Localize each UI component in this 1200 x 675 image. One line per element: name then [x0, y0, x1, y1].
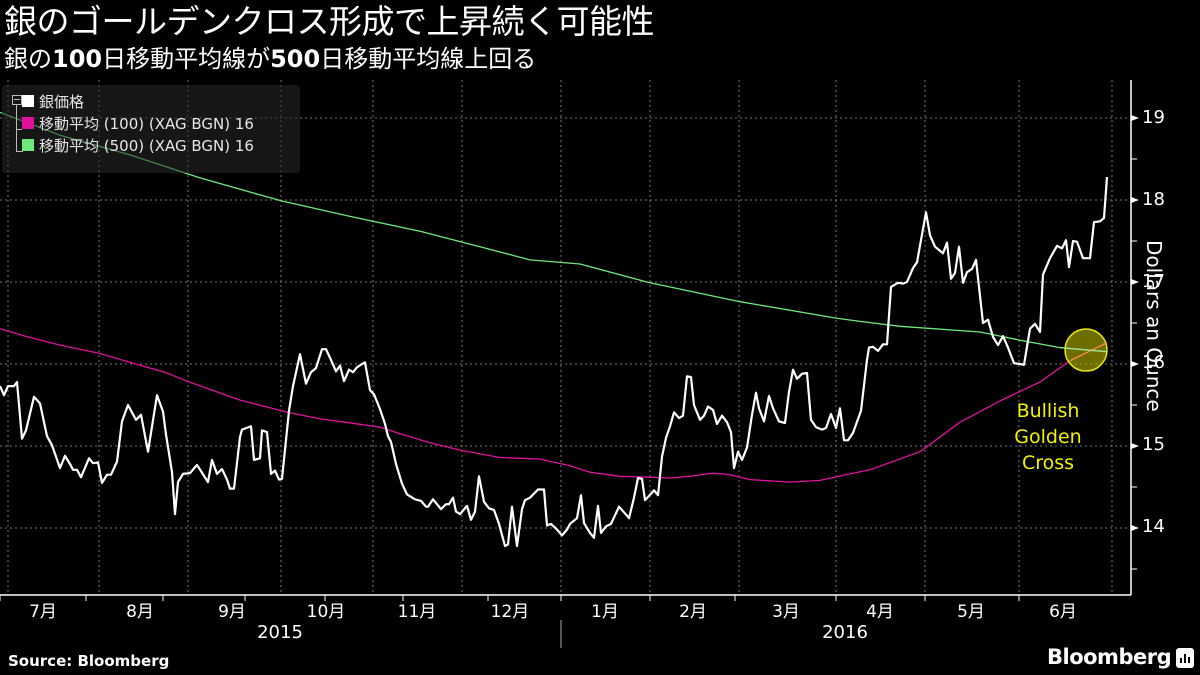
- legend-swatch-white: [22, 95, 34, 107]
- x-year-label: 2015: [257, 622, 303, 643]
- y-tick-label: 16: [1142, 352, 1165, 373]
- x-tick-label: 11月: [397, 602, 437, 622]
- subtitle-number: 500: [270, 45, 321, 73]
- annotation-line: Cross: [1021, 452, 1075, 474]
- y-tick-label: 17: [1142, 271, 1165, 292]
- ma500-line: [0, 111, 1108, 353]
- legend: 銀価格 移動平均 (100) (XAG BGN) 16 移動平均 (500) (…: [2, 85, 300, 173]
- legend-item-silver-price[interactable]: 銀価格: [22, 90, 84, 112]
- chart-title: 銀のゴールデンクロス形成で上昇続く可能性: [4, 2, 655, 41]
- legend-label: 移動平均 (100) (XAG BGN) 16: [39, 114, 254, 133]
- x-tick-label: 6月: [1049, 602, 1077, 622]
- x-tick-label: 8月: [126, 602, 154, 622]
- legend-label: 銀価格: [39, 92, 85, 111]
- ma-line-overlay: [1059, 346, 1108, 353]
- x-tick-label: 10月: [306, 602, 346, 622]
- axes: [0, 80, 1139, 648]
- annotation-line: Golden: [1014, 426, 1082, 448]
- x-tick-label: 2月: [679, 602, 707, 622]
- annotation-line: Bullish: [1016, 400, 1080, 422]
- y-major-tick: [1131, 443, 1139, 449]
- y-tick-label: 19: [1142, 107, 1165, 128]
- tree-branch-line: [16, 105, 23, 152]
- series-lines: [0, 111, 1109, 548]
- y-axis-label: Dollars an Ounce: [1142, 240, 1166, 412]
- ma-line-overlay: [1069, 342, 1108, 362]
- source-note: Source: Bloomberg: [8, 652, 170, 670]
- x-tick-label: 1月: [591, 602, 619, 622]
- x-tick-label: 9月: [218, 602, 246, 622]
- y-major-tick: [1131, 197, 1139, 203]
- legend-label: 移動平均 (500) (XAG BGN) 16: [39, 136, 254, 155]
- y-tick-label: 18: [1142, 189, 1165, 210]
- legend-swatch-green: [22, 139, 34, 151]
- y-major-tick: [1131, 115, 1139, 121]
- bloomberg-chart-icon: [1176, 648, 1194, 668]
- subtitle-text: 日移動平均線が: [102, 45, 271, 73]
- legend-item-ma100[interactable]: 移動平均 (100) (XAG BGN) 16: [22, 112, 254, 134]
- tree-branch-line: [16, 129, 22, 130]
- legend-item-ma500[interactable]: 移動平均 (500) (XAG BGN) 16: [22, 134, 254, 156]
- collapse-tree-icon[interactable]: [12, 95, 22, 105]
- y-major-tick: [1131, 525, 1139, 531]
- x-tick-label: 7月: [29, 602, 57, 622]
- subtitle-text: 日移動平均線上回る: [320, 45, 537, 73]
- x-tick-label: 5月: [957, 602, 985, 622]
- legend-swatch-magenta: [22, 117, 34, 129]
- y-major-tick: [1131, 279, 1139, 285]
- x-tick-label: 12月: [490, 602, 530, 622]
- chart-subtitle: 銀の100日移動平均線が500日移動平均線上回る: [4, 43, 536, 75]
- golden-cross-annotation: Bullish Golden Cross: [1008, 398, 1088, 476]
- silver-price-line: [0, 176, 1109, 548]
- y-tick-label: 15: [1142, 434, 1165, 455]
- x-tick-label: 3月: [772, 602, 800, 622]
- y-tick-label: 14: [1142, 516, 1165, 537]
- y-major-tick: [1131, 361, 1139, 367]
- x-year-label: 2016: [822, 622, 868, 643]
- ma100-line: [0, 328, 1108, 483]
- bloomberg-logo: Bloomberg: [1047, 645, 1172, 669]
- subtitle-number: 100: [52, 45, 103, 73]
- subtitle-text: 銀の: [4, 45, 52, 73]
- x-tick-label: 4月: [866, 602, 894, 622]
